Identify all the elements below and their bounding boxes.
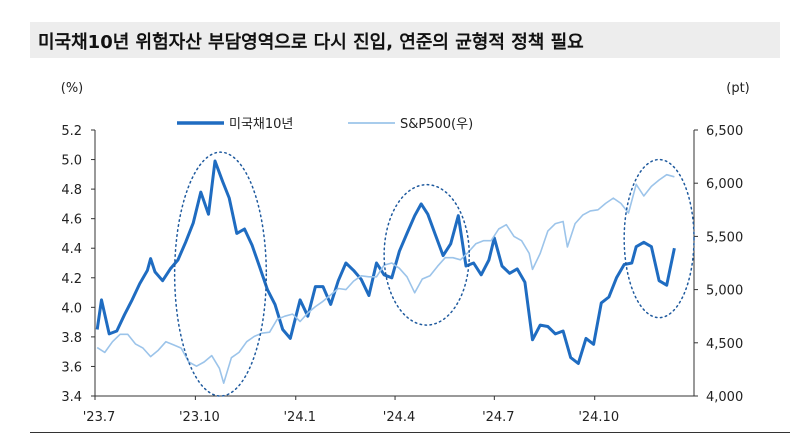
legend-sp500-label: S&P500(우) <box>400 117 473 132</box>
left-tick-label: 5.0 <box>61 154 82 169</box>
right-tick-label: 4,500 <box>706 337 743 352</box>
left-tick-label: 4.8 <box>61 183 82 198</box>
left-tick-label: 4.4 <box>61 242 82 257</box>
highlight-ellipse <box>383 183 470 326</box>
right-tick-label: 6,000 <box>706 177 743 192</box>
chart-title: 미국채10년 위험자산 부담영역으로 다시 진입, 연준의 균형적 정책 필요 <box>38 32 584 53</box>
right-tick-label: 5,500 <box>706 230 743 245</box>
x-tick-label: '24.10 <box>578 410 619 425</box>
left-tick-label: 3.8 <box>61 331 82 346</box>
left-tick-label: 4.2 <box>61 272 82 287</box>
title-bar: 미국채10년 위험자산 부담영역으로 다시 진입, 연준의 균형적 정책 필요 <box>30 22 780 58</box>
bottom-rule <box>30 432 790 433</box>
x-tick-label: '24.7 <box>482 410 515 425</box>
sp500-line <box>96 173 675 384</box>
right-tick-label: 5,000 <box>706 284 743 299</box>
treasury-line <box>95 159 676 365</box>
left-tick-label: 3.6 <box>61 360 82 375</box>
highlight-ellipse <box>173 151 268 397</box>
x-tick-label: '23.7 <box>83 410 116 425</box>
x-tick-label: '24.1 <box>283 410 316 425</box>
left-tick-label: 5.2 <box>61 124 82 139</box>
x-tick-label: '24.4 <box>383 410 416 425</box>
left-tick-label: 3.4 <box>61 390 82 405</box>
left-tick-label: 4.0 <box>61 301 82 316</box>
right-unit-label: (pt) <box>726 81 750 96</box>
right-tick-label: 4,000 <box>706 390 743 405</box>
highlight-ellipse <box>623 158 695 319</box>
legend-treasury-label: 미국채10년 <box>229 117 293 132</box>
left-tick-label: 4.6 <box>61 213 82 228</box>
right-tick-label: 6,500 <box>706 124 743 139</box>
left-unit-label: (%) <box>61 81 84 96</box>
x-tick-label: '23.10 <box>179 410 220 425</box>
